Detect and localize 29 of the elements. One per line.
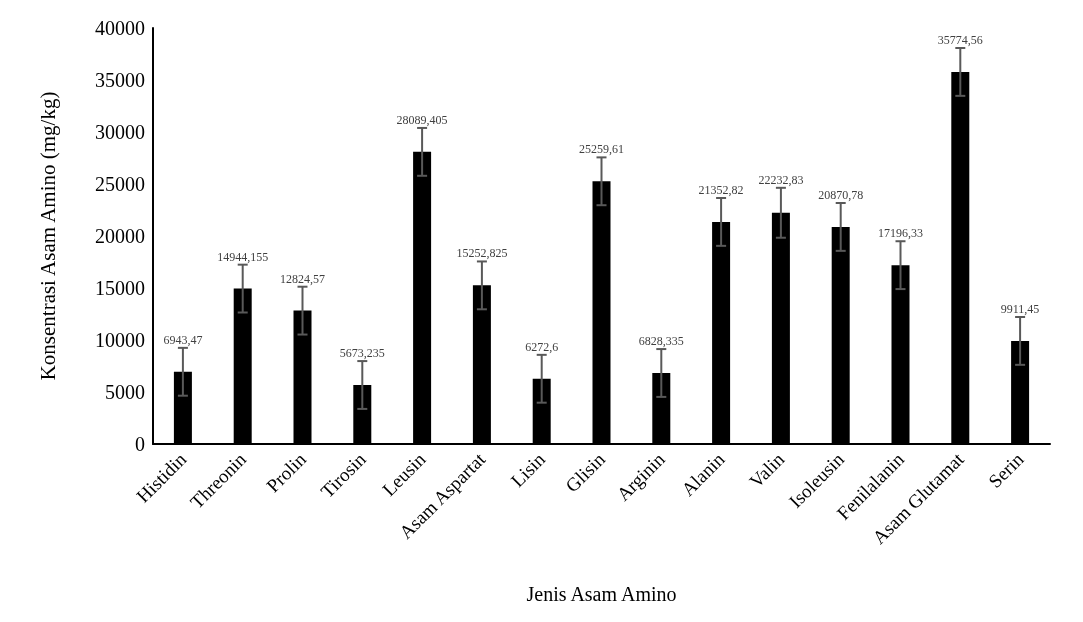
y-tick-label: 5000 bbox=[105, 381, 145, 403]
data-label: 17196,33 bbox=[878, 226, 923, 241]
y-tick-label: 15000 bbox=[95, 277, 145, 299]
y-tick-label: 35000 bbox=[95, 69, 145, 91]
data-label: 9911,45 bbox=[1000, 302, 1040, 316]
data-label: 14944,155 bbox=[217, 249, 269, 264]
x-tick-label: Lisin bbox=[506, 448, 550, 492]
data-label: 21352,82 bbox=[698, 183, 744, 198]
x-tick-label: Serin bbox=[984, 448, 1028, 492]
data-label: 35774,56 bbox=[937, 33, 983, 48]
data-label: 20870,78 bbox=[818, 188, 864, 203]
data-label: 28089,405 bbox=[396, 112, 448, 127]
data-label: 6943,47 bbox=[163, 332, 203, 347]
y-tick-label: 20000 bbox=[95, 225, 145, 247]
y-tick-label: 0 bbox=[135, 433, 145, 455]
data-label: 12824,57 bbox=[280, 271, 325, 286]
data-label: 22232,83 bbox=[758, 172, 804, 187]
y-axis-title: Konsentrasi Asam Amino (mg/kg) bbox=[35, 91, 60, 381]
data-label: 6272,6 bbox=[525, 339, 559, 354]
data-label: 5673,235 bbox=[339, 346, 385, 361]
y-tick-label: 40000 bbox=[95, 17, 145, 39]
x-axis-title: Jenis Asam Amino bbox=[526, 583, 677, 605]
y-tick-label: 10000 bbox=[95, 329, 145, 351]
data-label: 15252,825 bbox=[456, 246, 508, 261]
y-tick-label: 25000 bbox=[95, 173, 145, 195]
data-label: 6828,335 bbox=[638, 334, 684, 349]
x-tick-label: Valin bbox=[745, 448, 789, 492]
y-tick-label: 30000 bbox=[95, 121, 145, 143]
data-label: 25259,61 bbox=[579, 142, 624, 157]
